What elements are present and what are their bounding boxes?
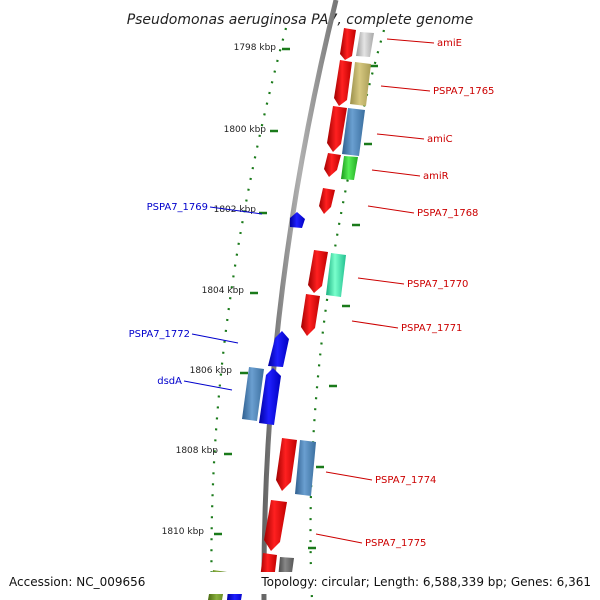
gene-arrow[interactable] <box>319 188 335 214</box>
gene-label[interactable]: amiR <box>423 171 449 182</box>
gene-arrow[interactable] <box>301 294 320 336</box>
forward-leaders <box>315 38 435 544</box>
scale-labels: 1798 kbp 1800 kbp 1802 kbp 1804 kbp 1806… <box>162 43 277 537</box>
gene-label[interactable]: PSPA7_1769 <box>147 202 208 213</box>
gene-arrow[interactable] <box>342 108 365 156</box>
gene-arrow[interactable] <box>356 32 374 57</box>
gene-arrow[interactable] <box>324 153 341 177</box>
gene-label[interactable]: PSPA7_1772 <box>129 329 190 340</box>
gene-arrow[interactable] <box>295 440 316 496</box>
gene-label[interactable]: PSPA7_1774 <box>375 475 436 486</box>
gene-arrow[interactable] <box>268 331 289 367</box>
gene-arrow[interactable] <box>340 28 356 60</box>
gene-arrow[interactable] <box>290 212 305 228</box>
reverse-genes <box>208 212 305 600</box>
scale-label: 1804 kbp <box>202 286 245 296</box>
gene-label[interactable]: amiE <box>437 38 462 49</box>
gene-arrow[interactable] <box>264 500 287 551</box>
scale-track-outer <box>309 29 386 600</box>
scale-label: 1806 kbp <box>190 366 233 376</box>
gene-label[interactable]: PSPA7_1775 <box>365 538 426 549</box>
topology-text: Topology: circular; Length: 6,588,339 bp… <box>260 575 591 589</box>
gene-label[interactable]: PSPA7_1771 <box>401 323 462 334</box>
forward-genes <box>260 28 374 580</box>
gene-arrow[interactable] <box>326 253 346 297</box>
reverse-leaders <box>183 206 263 391</box>
gene-arrow[interactable] <box>276 438 297 491</box>
scale-label: 1800 kbp <box>224 125 267 135</box>
map-title: Pseudomonas aeruginosa PA7, complete gen… <box>127 12 474 28</box>
scale-ticks <box>214 47 378 550</box>
gene-arrow[interactable] <box>327 106 347 152</box>
gene-label[interactable]: amiC <box>427 134 453 145</box>
gene-arrow[interactable] <box>308 250 328 293</box>
gene-label[interactable]: PSPA7_1765 <box>433 86 494 97</box>
gene-arrow[interactable] <box>242 367 264 421</box>
scale-label: 1798 kbp <box>234 43 277 53</box>
scale-label: 1810 kbp <box>162 527 205 537</box>
gene-arrow[interactable] <box>334 60 352 106</box>
gene-label[interactable]: PSPA7_1768 <box>417 208 478 219</box>
scale-label: 1808 kbp <box>176 446 219 456</box>
genome-backbone <box>261 0 339 600</box>
gene-arrow[interactable] <box>259 368 281 425</box>
reverse-gene-labels: PSPA7_1769 PSPA7_1772 dsdA <box>129 202 208 387</box>
forward-gene-labels: amiE PSPA7_1765 amiC amiR PSPA7_1768 PSP… <box>365 38 494 549</box>
accession-text: Accession: NC_009656 <box>9 575 145 589</box>
gene-arrow[interactable] <box>350 62 371 106</box>
gene-arrow[interactable] <box>341 156 358 180</box>
footer-background <box>0 572 600 594</box>
gene-label[interactable]: PSPA7_1770 <box>407 279 468 290</box>
gene-label[interactable]: dsdA <box>157 376 182 387</box>
